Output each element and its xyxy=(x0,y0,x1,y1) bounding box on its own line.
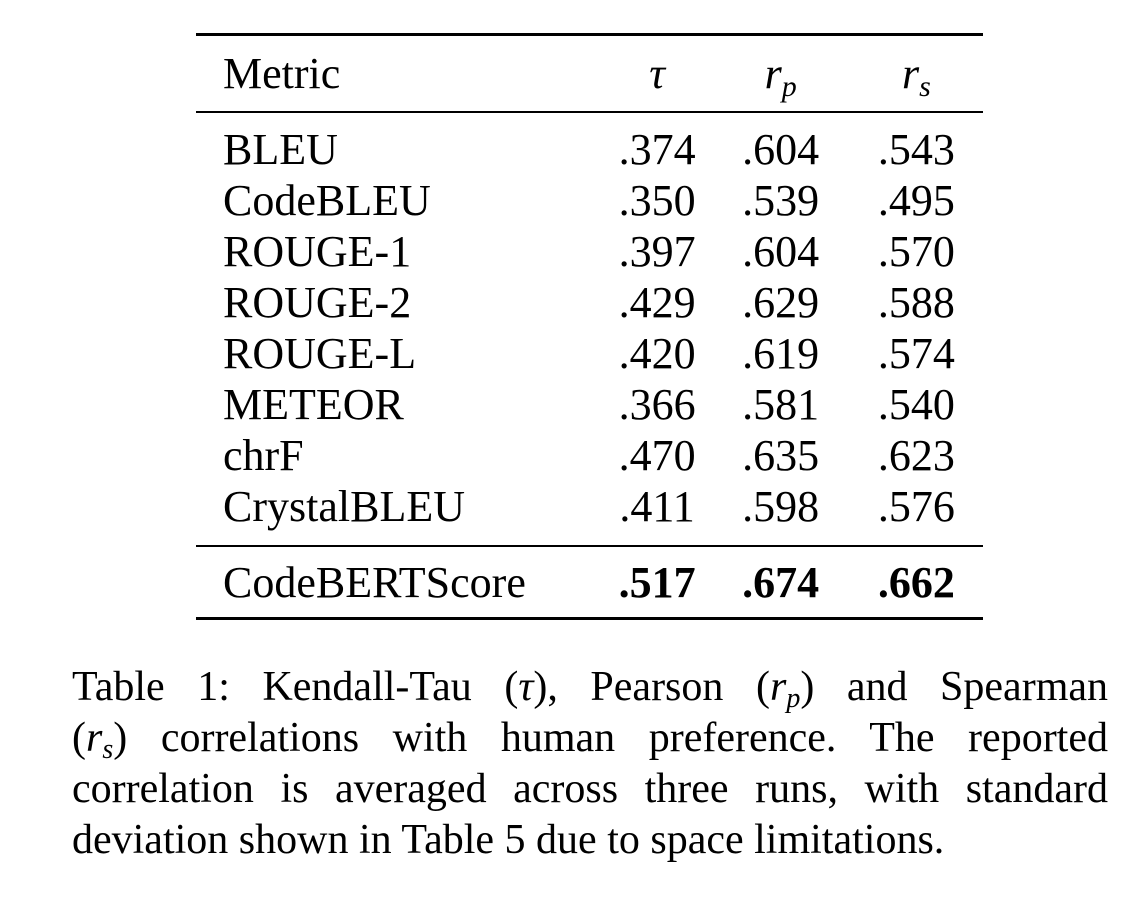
header-metric: Metric xyxy=(196,33,603,113)
header-row: Metric τ rp rs xyxy=(196,33,983,113)
tau-value: .517 xyxy=(602,545,712,620)
caption-s-subscript: s xyxy=(102,734,114,765)
caption-line: Table 1: Kendall-Tau (τ), Pearson (rp) a… xyxy=(72,662,1108,713)
header-rp-base: r xyxy=(764,49,782,98)
header-rs-base: r xyxy=(901,49,920,98)
caption-line: correlation is averaged across three run… xyxy=(72,766,1108,812)
header-rp: rp xyxy=(711,33,850,113)
rp-value: .539 xyxy=(742,176,820,225)
caption-p-subscript: p xyxy=(786,683,801,714)
caption-text: ), Pearson ( xyxy=(533,664,770,710)
header-tau: τ xyxy=(602,33,712,113)
metric-name: CodeBERTScore xyxy=(196,545,603,620)
metric-name: CodeBLEU xyxy=(223,176,431,225)
metric-name: CrystalBLEU xyxy=(223,482,465,531)
tau-value: .397 xyxy=(618,227,696,276)
caption-text: ) and Spearman xyxy=(800,664,1108,710)
rs-value: .570 xyxy=(877,227,955,276)
tau-value: .374 xyxy=(618,125,696,174)
caption-r-symbol: r xyxy=(86,715,103,761)
metric-name: ROUGE-2 xyxy=(223,278,412,327)
caption-text: ( xyxy=(72,715,86,761)
header-rs-sub: s xyxy=(919,70,931,103)
rp-value: .619 xyxy=(742,329,820,378)
rp-value: .598 xyxy=(742,482,820,531)
rs-value: .495 xyxy=(877,176,955,225)
table-row: METEOR .366 .581 .540 xyxy=(196,379,983,430)
metric-name: BLEU xyxy=(223,125,338,174)
rs-value: .543 xyxy=(877,125,955,174)
table-row: ROUGE-2 .429 .629 .588 xyxy=(196,277,983,328)
header-rs: rs xyxy=(849,33,983,113)
rs-value: .623 xyxy=(877,431,955,480)
rp-value: .674 xyxy=(711,545,850,620)
results-table-block: Metric τ rp rs BLEU .374 .604 .543 CodeB… xyxy=(196,33,983,620)
rs-value: .588 xyxy=(877,278,955,327)
table-row: CodeBLEU .350 .539 .495 xyxy=(196,175,983,226)
tau-value: .420 xyxy=(618,329,696,378)
rp-value: .629 xyxy=(742,278,820,327)
metric-name: ROUGE-1 xyxy=(223,227,412,276)
rs-value: .540 xyxy=(877,380,955,429)
tau-value: .411 xyxy=(619,482,695,531)
rs-value: .662 xyxy=(849,545,983,620)
table-row: ROUGE-1 .397 .604 .570 xyxy=(196,226,983,277)
metric-name: chrF xyxy=(223,431,304,480)
correlation-table: Metric τ rp rs BLEU .374 .604 .543 CodeB… xyxy=(196,33,983,620)
table-row-highlight: CodeBERTScore .517 .674 .662 xyxy=(196,545,983,620)
caption-line: (rs) correlations with human preference.… xyxy=(72,713,1108,764)
caption-text: Table 1: Kendall-Tau ( xyxy=(72,664,519,710)
tau-value: .429 xyxy=(618,278,696,327)
header-rp-sub: p xyxy=(781,70,797,103)
caption-tau-symbol: τ xyxy=(518,664,534,710)
rs-value: .574 xyxy=(877,329,955,378)
rs-value: .576 xyxy=(877,482,955,531)
table-row: CrystalBLEU .411 .598 .576 xyxy=(196,481,983,546)
table-row: BLEU .374 .604 .543 xyxy=(196,112,983,175)
metric-name: METEOR xyxy=(223,380,404,429)
rp-value: .604 xyxy=(742,125,820,174)
tau-value: .470 xyxy=(618,431,696,480)
rp-value: .635 xyxy=(742,431,820,480)
table-caption: Table 1: Kendall-Tau (τ), Pearson (rp) a… xyxy=(72,662,1108,866)
tau-value: .350 xyxy=(618,176,696,225)
caption-text: ) correlations with human preference. Th… xyxy=(113,715,1108,761)
table-body: BLEU .374 .604 .543 CodeBLEU .350 .539 .… xyxy=(196,112,983,546)
table-row: chrF .470 .635 .623 xyxy=(196,430,983,481)
table-header: Metric τ rp rs xyxy=(196,33,983,113)
tau-value: .366 xyxy=(618,380,696,429)
rp-value: .581 xyxy=(742,380,820,429)
rp-value: .604 xyxy=(742,227,820,276)
caption-line: deviation shown in Table 5 due to space … xyxy=(72,817,945,863)
table-final-section: CodeBERTScore .517 .674 .662 xyxy=(196,545,983,620)
caption-r-symbol: r xyxy=(769,664,787,710)
metric-name: ROUGE-L xyxy=(223,329,417,378)
table-row: ROUGE-L .420 .619 .574 xyxy=(196,328,983,379)
